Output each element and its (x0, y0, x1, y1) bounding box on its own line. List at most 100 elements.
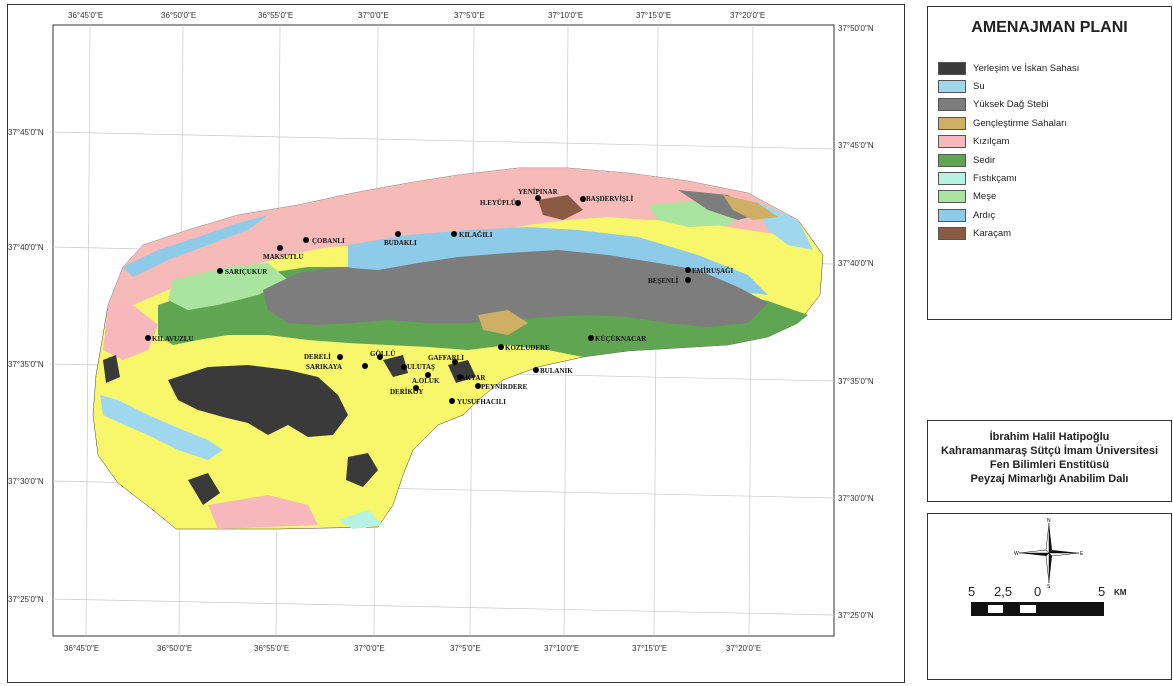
village-sarikaya: SARIKAYA (306, 363, 342, 371)
credits-department: Peyzaj Mimarlığı Anabilim Dalı (970, 473, 1129, 485)
kizilcam-zone (108, 168, 808, 305)
scale-bar (971, 602, 1104, 616)
compass-n: N (1047, 518, 1051, 524)
legend-item-fistikcami[interactable]: Fıstıkçamı (938, 169, 1079, 187)
credits-panel: İbrahim Halil Hatipoğlu Kahramanmaraş Sü… (927, 420, 1172, 502)
right-tick: 37°50'0"N (838, 24, 874, 33)
yuksek-dag-stebi (263, 250, 768, 327)
settlement-small-5 (448, 360, 476, 383)
legend-label: Gençleştirme Sahaları (973, 117, 1067, 129)
village-kilagili: KILAĞILI (459, 231, 493, 239)
village-peynirdere: PEYNİRDERE (481, 383, 528, 391)
bottom-tick: 37°5'0"E (450, 644, 481, 653)
legend-panel: AMENAJMAN PLANI Yerleşim ve İskan Sahası… (927, 6, 1172, 320)
right-tick: 37°25'0"N (838, 611, 874, 620)
land-use-map[interactable]: YENİPINAR H.EYÜPLÜ BAŞDERVİŞLİ ÇOBANLI B… (8, 5, 904, 682)
settlement-small-1 (346, 453, 378, 487)
bottom-tick: 36°50'0"E (157, 644, 192, 653)
legend-swatch (938, 80, 966, 94)
legend-label: Sedir (973, 154, 996, 166)
legend-label: Su (973, 81, 985, 93)
legend-label: Karaçam (973, 228, 1012, 240)
right-tick: 37°30'0"N (838, 494, 874, 503)
village-ulutas: ULUTAŞ (407, 363, 435, 371)
legend-swatch (938, 172, 966, 186)
top-tick: 37°20'0"E (730, 11, 765, 20)
left-tick: 37°40'0"N (8, 243, 44, 252)
top-tick: 37°15'0"E (636, 11, 671, 20)
compass-rose-icon: N S E W (1014, 518, 1084, 588)
genclestirme-patch-2 (478, 310, 528, 335)
village-saricukur: SARIÇUKUR (225, 268, 268, 276)
legend-item-genclestirme[interactable]: Gençleştirme Sahaları (938, 114, 1079, 132)
legend-label: Ardıç (973, 209, 996, 221)
top-tick: 37°10'0"E (548, 11, 583, 20)
bottom-tick: 37°20'0"E (726, 644, 761, 653)
legend-item-sedir[interactable]: Sedir (938, 151, 1079, 169)
scale-panel: N S E W 5 2,5 0 5 KM (927, 513, 1172, 680)
village-dereli: DERELİ (304, 353, 331, 361)
bottom-tick: 36°55'0"E (254, 644, 289, 653)
karacam-patch (538, 195, 583, 220)
village-emirusagi: EMİRUŞAĞI (692, 267, 734, 275)
settlement-small-2 (188, 473, 220, 505)
legend-title: AMENAJMAN PLANI (971, 19, 1128, 36)
legend-item-yerlesim[interactable]: Yerleşim ve İskan Sahası (938, 59, 1079, 77)
right-tick: 37°35'0"N (838, 377, 874, 386)
right-tick: 37°40'0"N (838, 259, 874, 268)
left-tick: 37°30'0"N (8, 477, 44, 486)
legend-swatch (938, 61, 966, 75)
village-aoluk: A.OLUK (412, 377, 440, 385)
scale-unit: KM (1114, 588, 1127, 597)
water-river (123, 215, 268, 277)
village-yenipinar: YENİPINAR (518, 188, 559, 196)
bottom-tick: 36°45'0"E (64, 644, 99, 653)
bottom-tick: 37°0'0"E (354, 644, 385, 653)
village-yakyar: YAKYAR (456, 374, 486, 382)
bottom-tick: 37°15'0"E (632, 644, 667, 653)
legend-swatch (938, 190, 966, 204)
compass-w: W (1014, 551, 1019, 557)
village-heyuplu: H.EYÜPLÜ (480, 199, 516, 207)
scale-tick-0: 0 (1034, 584, 1042, 599)
legend-swatch (938, 116, 966, 130)
legend-label: Yüksek Dağ Stebi (973, 99, 1049, 111)
legend-item-ardic[interactable]: Ardıç (938, 206, 1079, 224)
legend-swatch (938, 227, 966, 241)
legend-item-mese[interactable]: Meşe (938, 188, 1079, 206)
village-budakli: BUDAKLI (384, 239, 417, 247)
water-lake (100, 395, 223, 460)
village-yusufhacili: YUSUFHACILI (457, 398, 506, 406)
credits-institute: Fen Bilimleri Enstitüsü (989, 459, 1110, 471)
village-basdervisli: BAŞDERVİŞLİ (586, 195, 633, 203)
legend-swatch (938, 135, 966, 149)
compass-e: E (1080, 551, 1084, 557)
map-frame: YENİPINAR H.EYÜPLÜ BAŞDERVİŞLİ ÇOBANLI B… (7, 4, 905, 683)
settlement-small-3 (103, 355, 120, 383)
legend-label: Kızılçam (973, 136, 1010, 148)
legend-item-karacam[interactable]: Karaçam (938, 225, 1079, 243)
top-tick: 37°5'0"E (454, 11, 485, 20)
top-tick: 36°55'0"E (258, 11, 293, 20)
mese-zone (168, 263, 288, 310)
village-maksutlu: MAKSUTLU (263, 253, 303, 261)
legend-item-yuksek-dag[interactable]: Yüksek Dağ Stebi (938, 96, 1079, 114)
village-points (145, 195, 691, 404)
genclestirme-patch (723, 195, 778, 220)
top-tick: 36°45'0"E (68, 11, 103, 20)
compass-s: S (1047, 584, 1051, 588)
scale-tick-5-right: 5 (1098, 584, 1106, 599)
village-gollu: GÖLLÜ (370, 350, 395, 358)
legend-swatch (938, 208, 966, 222)
right-tick: 37°45'0"N (838, 141, 874, 150)
kizilcam-west (103, 305, 158, 360)
village-derikoy: DERİKÖY (390, 388, 423, 396)
legend-swatch (938, 153, 966, 167)
legend-item-kizilcam[interactable]: Kızılçam (938, 133, 1079, 151)
village-cobanli: ÇOBANLI (312, 237, 345, 245)
bottom-tick: 37°10'0"E (544, 644, 579, 653)
village-kuckunacar: KÜÇÜKNACAR (595, 335, 647, 343)
legend-swatch (938, 98, 966, 112)
legend-label: Meşe (973, 191, 997, 203)
legend-item-su[interactable]: Su (938, 77, 1079, 95)
